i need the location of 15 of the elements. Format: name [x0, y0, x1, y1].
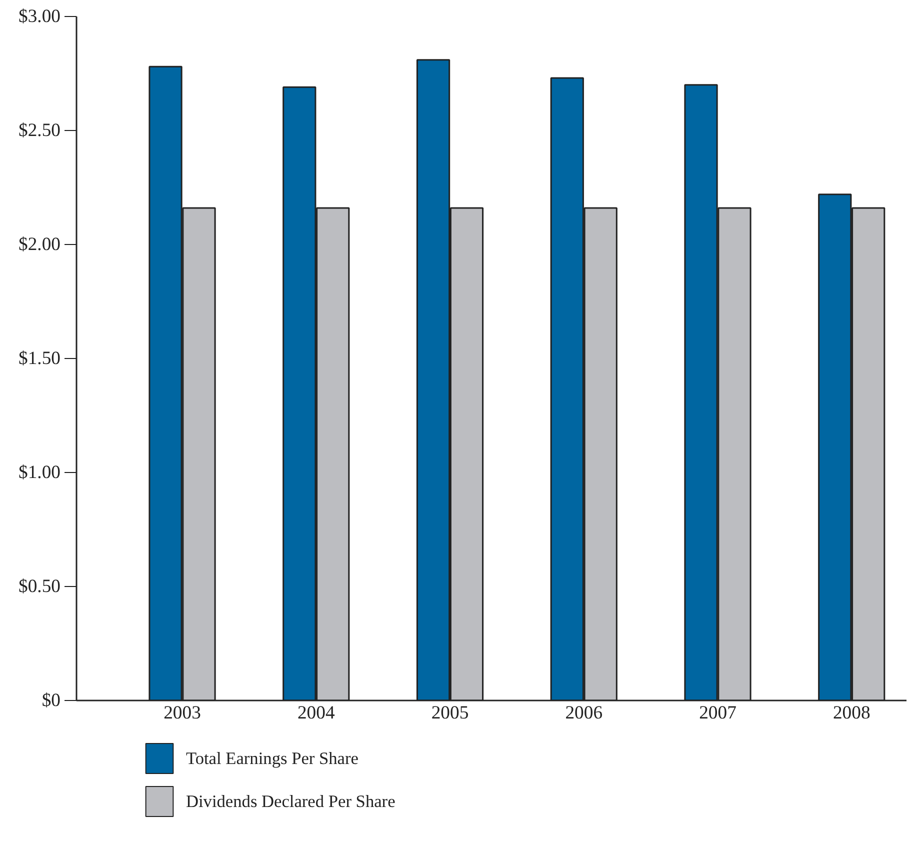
legend-label: Total Earnings Per Share — [186, 749, 359, 768]
y-tick-label: $1.50 — [18, 348, 61, 369]
x-tick-label: 2006 — [565, 702, 603, 724]
x-tick-label: 2003 — [164, 702, 201, 724]
y-tick-label: $1.00 — [18, 462, 61, 483]
x-tick-label: 2004 — [297, 702, 336, 724]
y-tick-label: $0 — [42, 690, 60, 711]
x-tick-label: 2008 — [832, 702, 870, 724]
x-tick-label: 2007 — [699, 702, 736, 724]
y-tick-label: $2.50 — [18, 120, 61, 141]
y-tick-label: $2.00 — [18, 234, 61, 255]
y-tick-label: $0.50 — [18, 576, 61, 597]
legend-label: Dividends Declared Per Share — [186, 792, 396, 811]
x-tick-label: 2005 — [431, 702, 469, 724]
y-tick-label: $3.00 — [18, 6, 61, 27]
